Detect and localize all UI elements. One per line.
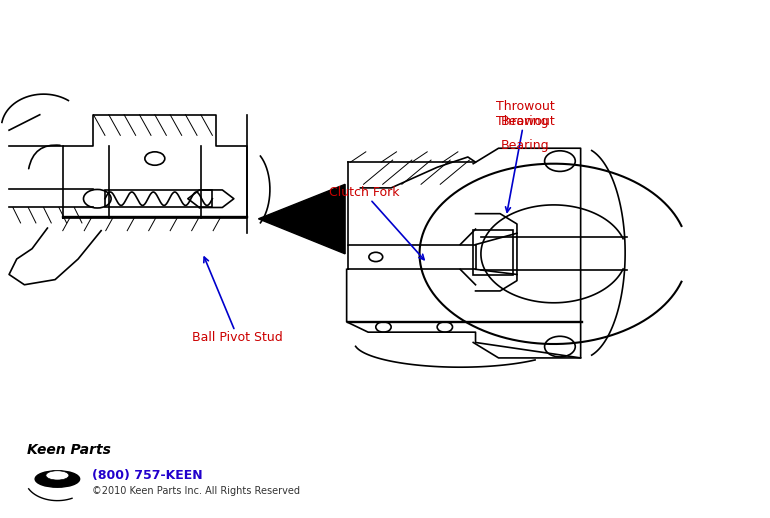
Text: Throwout: Throwout <box>496 114 554 127</box>
Text: Throwout
Bearing: Throwout Bearing <box>496 99 554 212</box>
Bar <box>105 190 213 208</box>
Ellipse shape <box>46 471 69 480</box>
Ellipse shape <box>35 471 79 487</box>
Text: ©2010 Keen Parts Inc. All Rights Reserved: ©2010 Keen Parts Inc. All Rights Reserve… <box>92 486 300 496</box>
Text: (800) 757-KEEN: (800) 757-KEEN <box>92 469 203 482</box>
Text: Clutch Fork: Clutch Fork <box>329 186 424 260</box>
Bar <box>474 230 513 276</box>
Text: Keen Parts: Keen Parts <box>27 443 111 457</box>
Polygon shape <box>259 184 345 254</box>
Text: Ball Pivot Stud: Ball Pivot Stud <box>192 257 283 344</box>
Text: Bearing: Bearing <box>501 139 550 152</box>
